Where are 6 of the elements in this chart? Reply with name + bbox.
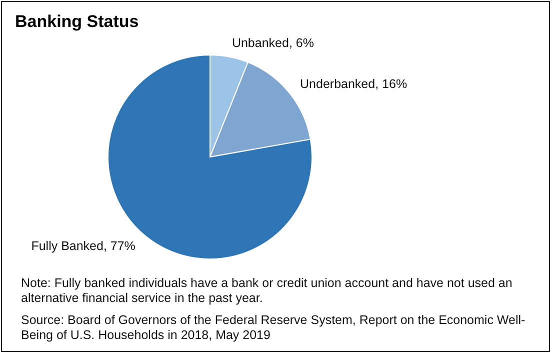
chart-title: Banking Status — [15, 12, 139, 32]
text: Note: Fully banked individuals have a bank or credit union account and have not used an alternative financial service in the past year. — [21, 276, 514, 306]
source-note: Source: Board of Governors of the Federal Reserve System, Report on the Economic Well-Being of U.S. Households in 2018, May 2019 — [21, 313, 526, 343]
slice-label: Underbanked, 16% — [300, 76, 408, 91]
slice-label: Fully Banked, 77% — [31, 238, 136, 253]
slice-label: Unbanked, 6% — [232, 36, 314, 50]
